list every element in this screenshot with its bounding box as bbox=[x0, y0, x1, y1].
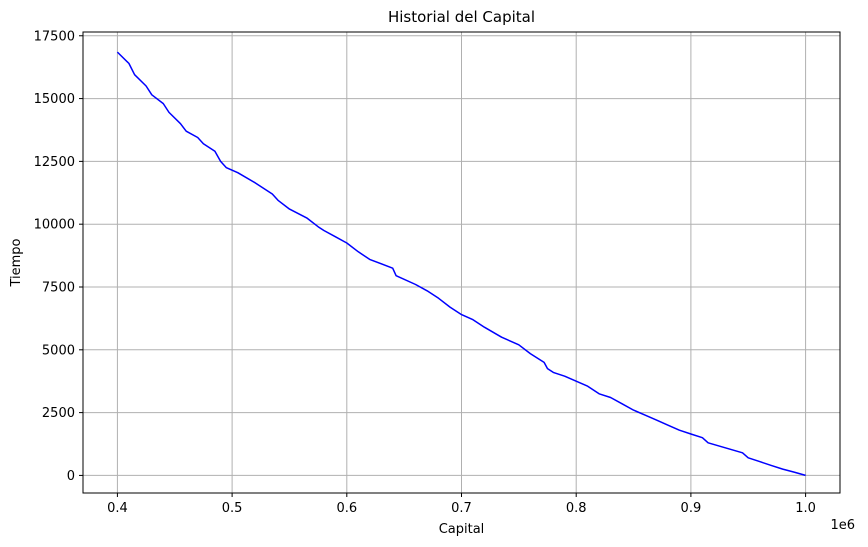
y-tick-label: 2500 bbox=[42, 406, 75, 421]
y-tick-label: 0 bbox=[67, 469, 75, 484]
x-tick-label: 0.7 bbox=[451, 501, 472, 516]
axis-ticks: 0.4 0.5 0.6 0.7 0.8 0.9 1.0 0 2500 5000 7500 10000 1… bbox=[34, 29, 816, 516]
y-tick-label: 17500 bbox=[34, 29, 75, 44]
x-axis-offset-label: 1e6 bbox=[830, 518, 855, 533]
x-tick-label: 0.4 bbox=[107, 501, 128, 516]
x-tick-label: 0.6 bbox=[336, 501, 357, 516]
x-tick-label: 0.8 bbox=[566, 501, 587, 516]
x-axis-label: Capital bbox=[439, 522, 485, 537]
x-tick-label: 0.5 bbox=[222, 501, 243, 516]
y-tick-label: 5000 bbox=[42, 343, 75, 358]
y-tick-label: 12500 bbox=[34, 155, 75, 170]
grid bbox=[83, 32, 840, 493]
plot-lines bbox=[116, 51, 806, 477]
x-tick-label: 0.9 bbox=[681, 501, 702, 516]
chart-title: Historial del Capital bbox=[388, 8, 535, 26]
x-tick-label: 1.0 bbox=[795, 501, 816, 516]
y-tick-label: 10000 bbox=[34, 218, 75, 233]
y-axis-label: Tiempo bbox=[9, 238, 24, 287]
y-tick-label: 15000 bbox=[34, 92, 75, 107]
series-line bbox=[116, 51, 806, 477]
y-tick-label: 7500 bbox=[42, 280, 75, 295]
